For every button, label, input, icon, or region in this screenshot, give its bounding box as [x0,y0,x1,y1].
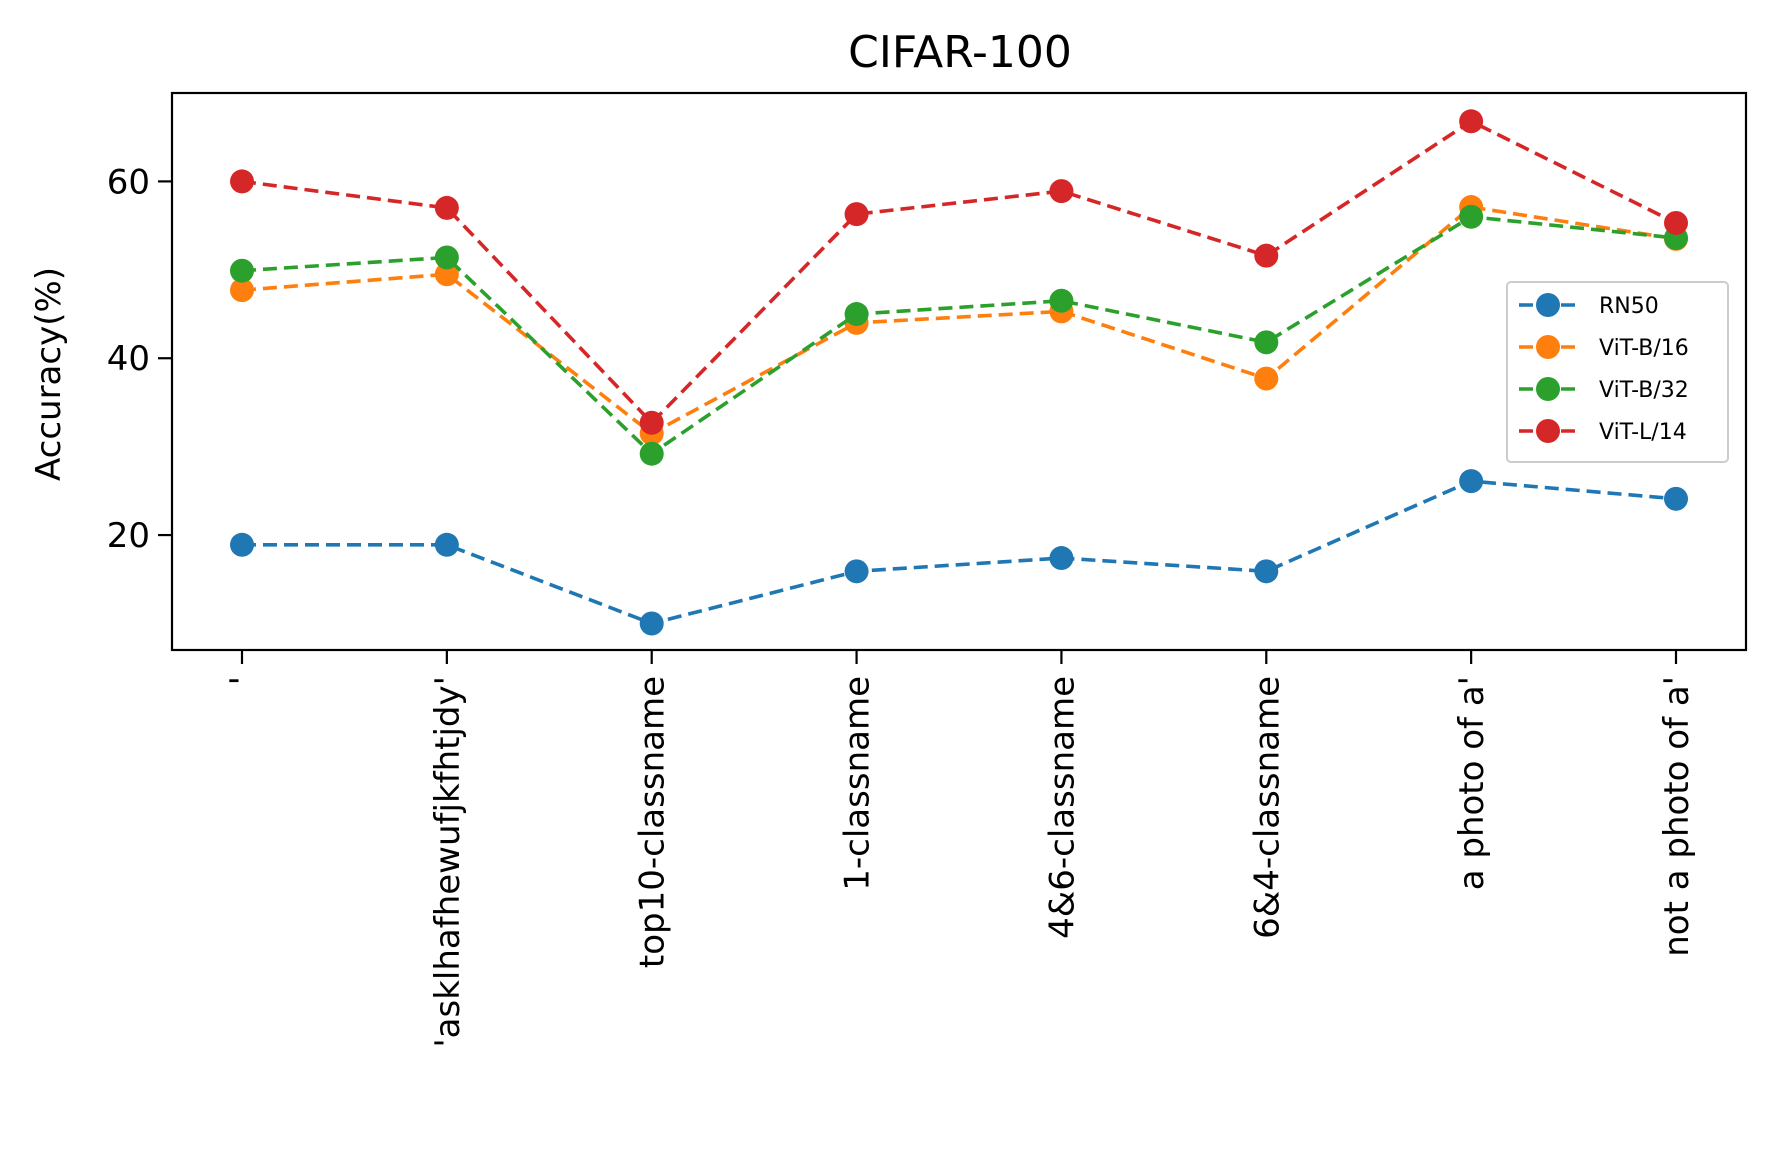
series-line-vit-b-16 [241,205,1677,436]
y-tick-label: 60 [107,162,150,202]
data-point [1459,469,1484,494]
data-point [230,278,254,303]
plot-marks [230,109,1688,636]
data-point [230,169,254,194]
data-point [1254,330,1279,355]
chart-title: CIFAR-100 [848,27,1072,78]
data-point [639,410,664,435]
legend-label: RN50 [1599,294,1659,319]
data-point [1664,486,1688,511]
data-point [1049,546,1074,571]
x-tick-label: a photo of a' [1452,676,1492,890]
data-point [434,532,459,557]
data-point [1664,210,1688,235]
x-tick-label: 1-classname [838,676,878,891]
data-point [1459,109,1484,134]
y-tick-label: 20 [107,516,150,556]
x-tick-label: 'asklhafhewufjkfhtjdy' [428,676,468,1048]
y-axis-label: Accuracy(%) [29,267,69,481]
legend-marker [1536,335,1560,359]
x-tick-label: top10-classname [633,676,673,968]
data-point [230,532,254,557]
data-point [1049,179,1074,204]
series-line-vit-l-14 [241,119,1677,426]
series-line-vit-b-32 [241,214,1677,457]
data-point [1254,366,1279,391]
data-point [230,258,254,283]
legend-marker [1536,377,1560,401]
data-point [1049,288,1074,313]
legend-box [1506,281,1729,463]
data-point [1459,204,1484,229]
legend-label: ViT-B/32 [1599,378,1689,403]
data-point [639,611,664,636]
plot-frame [170,91,1748,652]
data-point [434,195,459,220]
data-point [1254,559,1279,584]
legend-label: ViT-L/14 [1599,420,1687,445]
data-point [1254,243,1279,268]
y-tick-label: 40 [107,339,150,379]
data-point [844,302,869,327]
x-tick-label: ' [223,676,263,685]
data-point [844,202,869,227]
x-tick-label: 4&6-classname [1042,676,1082,939]
legend-marker [1536,419,1560,443]
data-point [844,559,869,584]
legend: RN50 ViT-B/16 ViT-B/32 ViT-L/14 [1506,281,1729,463]
legend-label: ViT-B/16 [1599,336,1689,361]
data-point [639,441,664,466]
series-line-rn50 [242,479,1677,626]
data-point [434,245,459,270]
x-tick-label: not a photo of a' [1657,676,1697,957]
legend-marker [1536,293,1560,317]
x-tick-label: 6&4-classname [1247,676,1287,939]
data-point [434,262,459,287]
